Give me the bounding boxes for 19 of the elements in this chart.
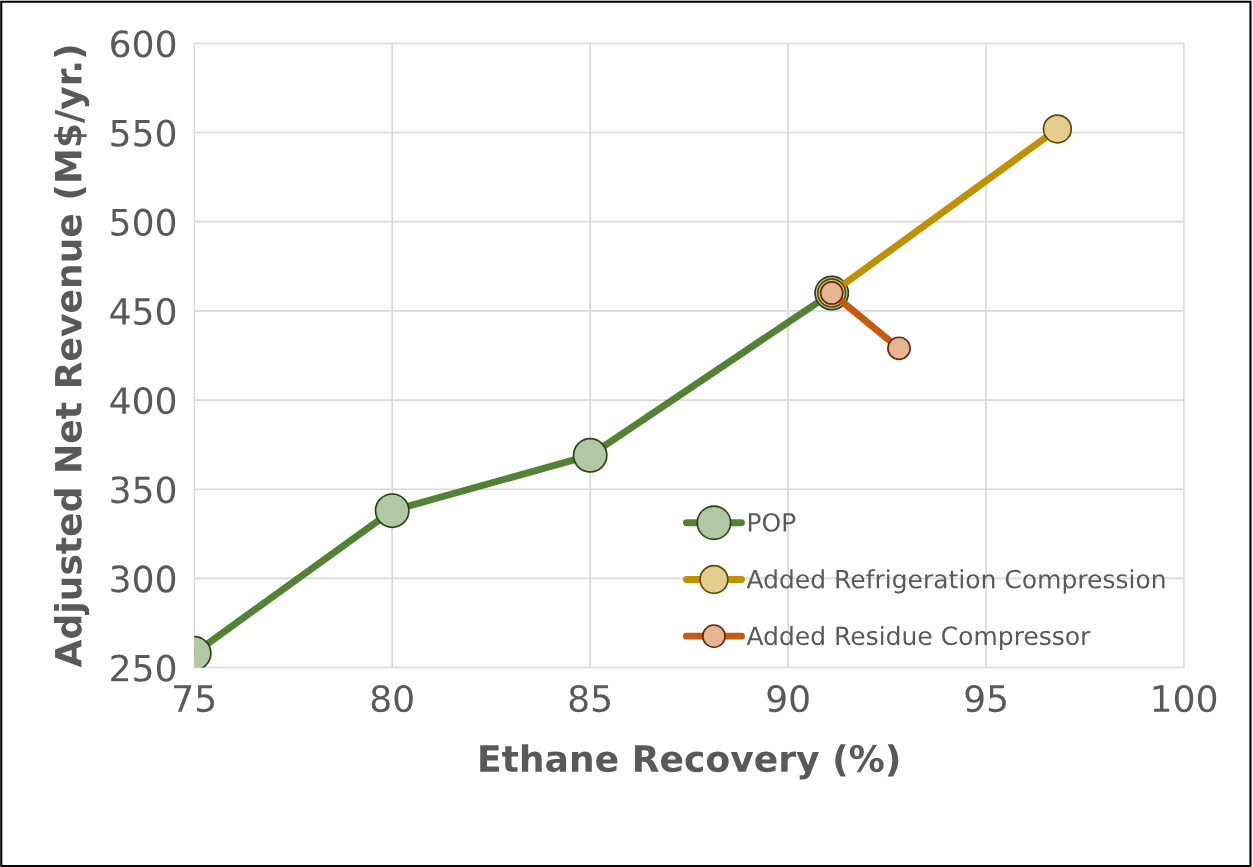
y-tick-label: 250	[111, 654, 176, 682]
legend-label: Added Residue Compressor	[746, 625, 1091, 651]
y-axis-title: Adjusted Net Revenue (M$/yr.)	[53, 46, 90, 668]
x-tick-label: 95	[965, 684, 1006, 713]
y-tick-label: 400	[110, 386, 176, 415]
y-tick-label: 300	[111, 565, 176, 593]
x-axis-title: Ethane Recovery (%)	[480, 744, 899, 780]
y-tick-label: 350	[111, 476, 176, 504]
legend-label: POP	[748, 512, 796, 532]
y-tick-label: 500	[111, 208, 176, 236]
x-tick-label: 90	[767, 684, 809, 713]
y-tick-label: 600	[111, 30, 176, 58]
y-tick-label: 550	[111, 119, 176, 147]
x-tick-label: 85	[569, 684, 610, 713]
x-tick-label: 80	[371, 684, 413, 713]
x-tick-label: 100	[1153, 684, 1217, 713]
y-tick-label: 450	[110, 297, 176, 326]
legend-label: Added Refrigeration Compression	[746, 569, 1165, 594]
x-tick-label: 75	[174, 685, 215, 713]
